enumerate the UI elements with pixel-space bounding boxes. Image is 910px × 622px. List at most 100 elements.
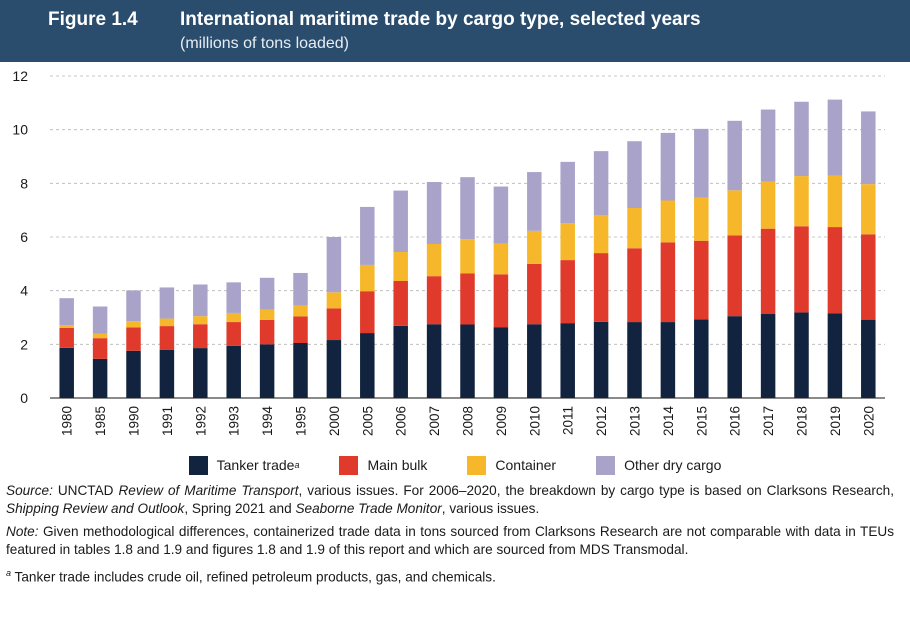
legend-label-tanker: Tanker trade [216,457,295,473]
footnote-marker: a [6,568,12,578]
bar-segment [861,111,876,185]
x-axis-ticks: 1980 1985 1990 1991 1992 1993 1994 1995 2000 2005… [60,406,877,437]
bar-segment [293,272,308,306]
bar-segment [694,128,709,198]
x-tick-label: 2014 [661,406,676,437]
legend-label-other-dry: Other dry cargo [624,457,722,473]
bar-segment [460,324,475,398]
x-tick-label: 1993 [227,406,242,436]
x-tick-label: 2006 [394,406,409,436]
bar-segment [493,186,509,244]
bar-segment [593,214,609,254]
bar-segment [259,277,275,310]
bar-segment [560,223,575,261]
legend-swatch-other-dry [596,455,616,475]
bar-segment [560,260,575,324]
chart-legend: Tanker trade a Main bulk Container Other … [0,452,910,478]
bar-segment [326,292,342,309]
x-tick-label: 2018 [795,406,810,436]
bar-segment [360,291,375,334]
bar-segment [827,313,843,398]
bar-segment [827,227,843,314]
bar-segment [660,200,676,243]
y-tick-label: 8 [20,175,28,191]
bar-segment [59,327,74,348]
bar-segment [193,348,208,398]
legend-footnote-marker: a [294,460,300,470]
note-text: Given methodological differences, contai… [6,524,894,557]
bar-segment [861,319,876,398]
source-text-4: , various issues. [441,501,540,516]
source-text-2: , various issues. For 2006–2020, the bre… [298,483,895,498]
footnote-text: Tanker trade includes crude oil, refined… [11,569,496,585]
bar-segment [92,306,108,334]
x-tick-label: 2020 [861,406,876,436]
bar-segment [627,248,642,323]
bar-segment [226,322,241,346]
bar-segment [92,338,108,359]
bar-segment [293,342,308,398]
bar-segment [861,184,876,235]
legend-swatch-container [467,455,487,475]
x-tick-label: 1991 [160,406,175,436]
bar-segment [393,325,408,398]
bar-segment [193,284,208,317]
bar-segment [326,340,342,398]
x-tick-label: 2008 [461,406,476,436]
source-title-3: Seaborne Trade Monitor [295,501,442,516]
x-tick-label: 2007 [427,406,442,436]
bar-segment [126,327,141,351]
bar-segment [627,322,642,398]
bar-segment [827,99,843,176]
bar-segment [660,132,676,201]
bar-segment [527,263,542,325]
legend-item-other-dry: Other dry cargo [596,455,722,475]
bar-segment [226,312,241,323]
bar-segment [259,344,275,398]
source-title-2: Shipping Review and Outlook [6,501,185,516]
y-tick-label: 4 [20,283,28,299]
bar-segment [393,281,408,326]
legend-label-container: Container [495,457,557,473]
figure-subtitle: (millions of tons loaded) [180,35,349,52]
bar-segment [393,190,408,253]
bar-segment [760,228,776,315]
x-tick-label: 1995 [294,406,309,436]
bar-segment [326,237,342,293]
x-tick-label: 2011 [561,406,576,435]
bar-segment [159,349,175,398]
bar-segment [259,319,275,345]
bar-segment [426,243,442,277]
bar-segment [727,316,742,398]
bar-segment [159,287,175,319]
bar-segment [226,345,241,398]
source-title-1: Review of Maritime Transport [118,483,299,498]
methodology-note: Note: Given methodological differences, … [6,523,894,559]
bar-segment [760,314,776,398]
bar-segment [861,234,876,320]
y-axis-ticks: 0 2 4 6 8 10 12 [12,68,28,406]
bar-segment [293,305,308,317]
bar-segment [527,324,542,398]
bar-segment [59,298,74,326]
bar-segment [426,324,442,398]
x-tick-label: 2017 [761,406,776,436]
source-label: Source: [6,483,53,498]
bar-segment [360,206,375,265]
bar-segment [593,253,609,322]
bar-segment [193,324,208,349]
bar-segment [92,333,108,339]
bar-segment [794,312,809,398]
bar-segment [527,172,542,231]
legend-item-tanker: Tanker trade a [188,455,300,475]
bar-segment [259,309,275,320]
bar-segment [794,176,809,227]
bar-segment [694,197,709,241]
bar-segment [126,350,141,398]
figure-title: International maritime trade by cargo ty… [180,9,701,30]
legend-label-main-bulk: Main bulk [367,457,428,473]
bar-segment [360,264,375,292]
y-tick-label: 12 [12,68,28,84]
x-tick-label: 1985 [93,406,108,436]
